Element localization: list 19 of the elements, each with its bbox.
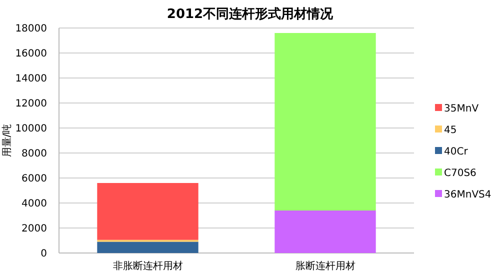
y-tick-label: 0 [40, 248, 47, 260]
y-tick-label: 4000 [22, 198, 47, 210]
y-tick-label: 12000 [15, 98, 47, 110]
y-tick-label: 18000 [15, 24, 47, 34]
y-tick-label: 6000 [22, 174, 47, 184]
y-tick-label: 14000 [15, 74, 47, 84]
y-axis-title: 用量/吨 [1, 124, 13, 158]
legend-label: 40Cr [444, 146, 469, 158]
chart-title: 2012不同连杆形式用材情况 [166, 6, 334, 22]
y-tick-label: 10000 [15, 124, 47, 134]
y-tick-label: 2000 [22, 224, 47, 234]
x-tick-label: 胀断连杆用材 [295, 260, 356, 272]
legend-label: C70S6 [444, 168, 476, 179]
x-tick-label: 非胀断连杆用材 [112, 260, 183, 272]
legend-label: 35MnV [444, 104, 479, 114]
legend-label: 45 [444, 125, 457, 136]
legend-label: 36MnVS4 [444, 190, 492, 200]
y-tick-label: 16000 [15, 48, 47, 60]
y-tick-label: 8000 [22, 148, 47, 160]
